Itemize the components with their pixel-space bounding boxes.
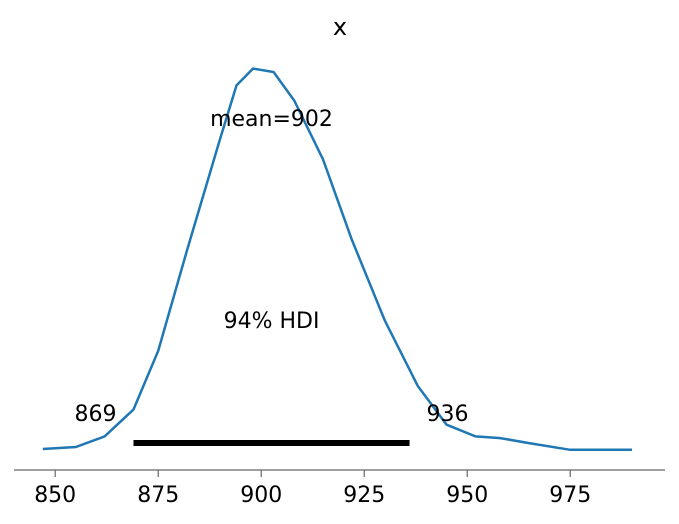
x-tick-label: 950 (446, 483, 488, 508)
mean-label: mean=902 (210, 107, 333, 132)
x-tick-label: 850 (34, 483, 76, 508)
hdi-upper-label: 936 (427, 402, 469, 427)
chart-title: x (333, 13, 347, 41)
density-line (42, 67, 632, 452)
x-tick-label: 975 (549, 483, 591, 508)
x-tick-label: 925 (343, 483, 385, 508)
x-tick-label: 900 (240, 483, 282, 508)
hdi-prob-label: 94% HDI (224, 309, 320, 334)
x-tick-label: 875 (137, 483, 179, 508)
hdi-lower-label: 869 (74, 402, 116, 427)
